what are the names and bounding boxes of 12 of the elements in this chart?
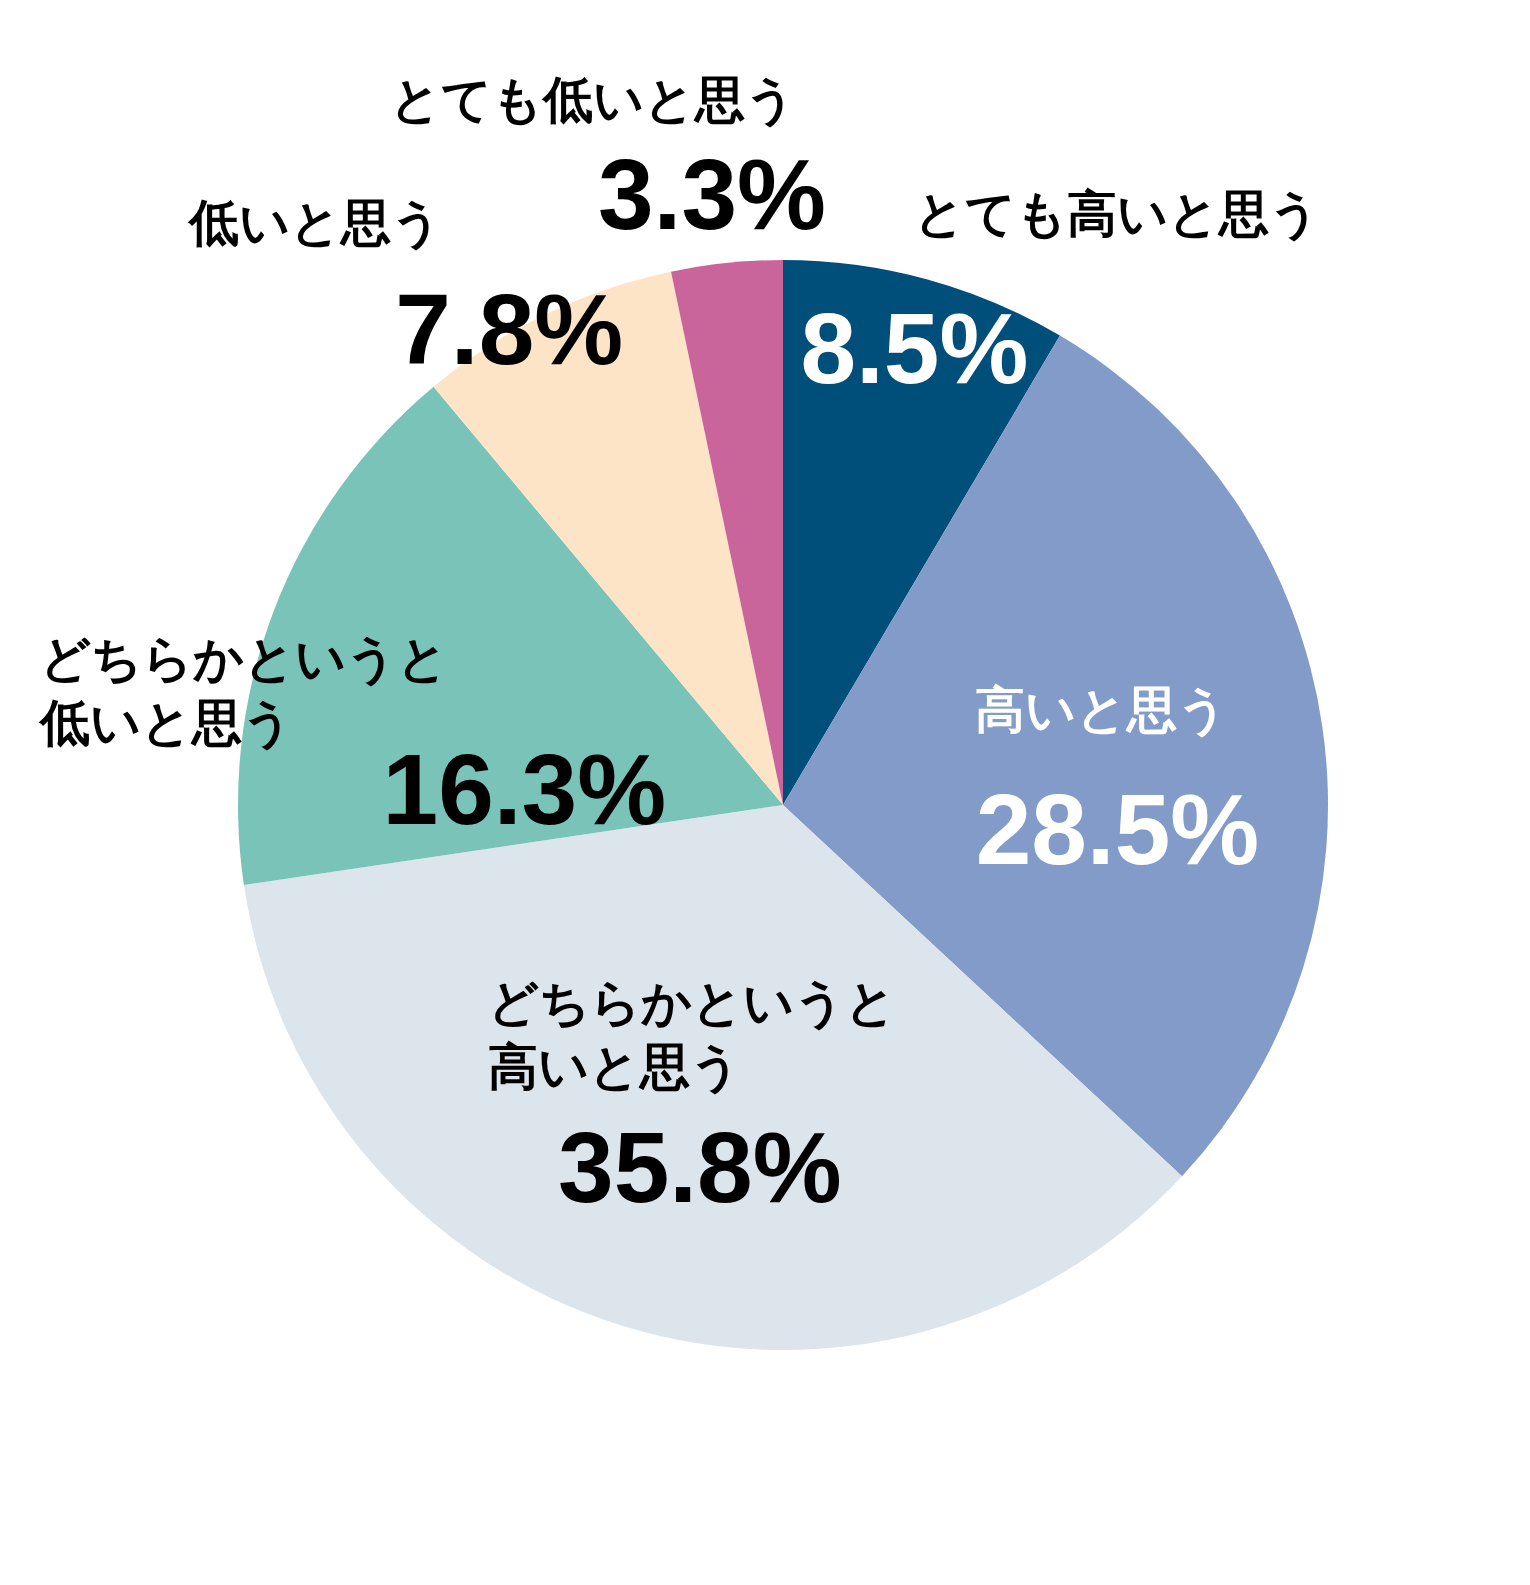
data-label: 35.8%	[558, 1110, 842, 1223]
slice-label: どちらかというと高いと思う	[487, 973, 896, 1096]
data-label: 7.8%	[395, 272, 624, 385]
data-label: 3.3%	[597, 137, 826, 250]
data-label: 16.3%	[382, 733, 667, 846]
slice-label: とても高いと思う	[913, 185, 1320, 244]
slice-label: 低いと思う	[187, 193, 443, 252]
slice-label: とても低いと思う	[389, 71, 796, 130]
data-label: 8.5%	[800, 291, 1029, 404]
slice-label: 高いと思う	[974, 681, 1228, 740]
data-label: 28.5%	[975, 773, 1260, 886]
pie-slice	[671, 260, 783, 805]
